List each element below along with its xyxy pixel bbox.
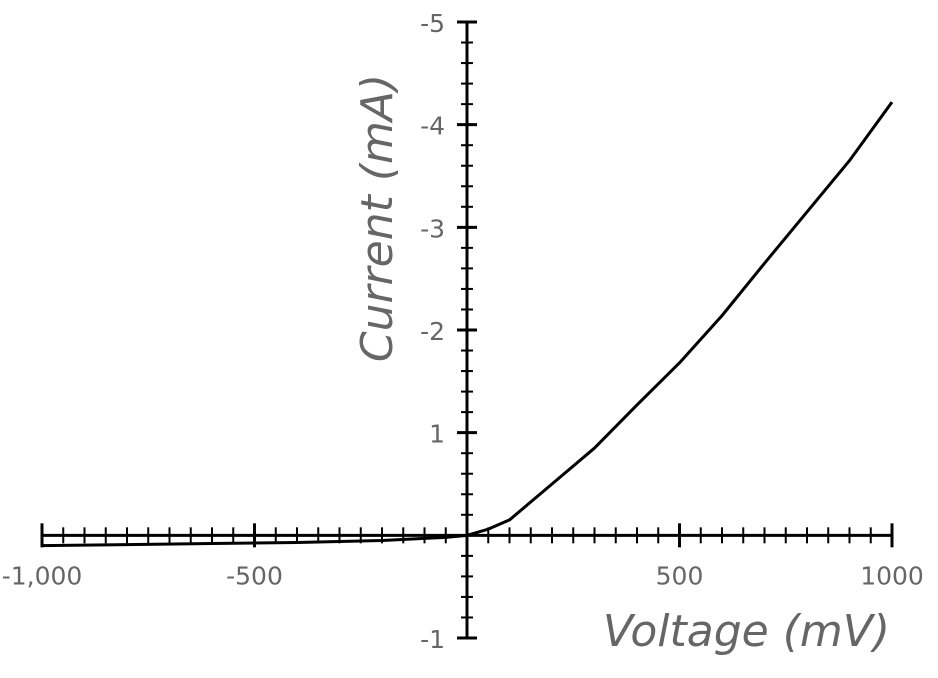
y-tick-label: 1 (429, 420, 445, 449)
line (41, 101, 894, 548)
y-tick-label: -5 (420, 9, 445, 38)
y-tick-label: -2 (420, 317, 445, 346)
x-tick-label: 1000 (860, 561, 924, 590)
y-tick-label: -3 (420, 214, 445, 243)
y-tick-label: -1 (420, 625, 445, 654)
x-tick-label: -500 (226, 561, 283, 590)
y-axis-title: Current (mA) (352, 74, 403, 362)
y-tick-label: -4 (420, 112, 445, 141)
x-tick-label: 500 (656, 561, 704, 590)
x-axis-title: Voltage (mV) (603, 606, 890, 657)
x-tick-label: -1,000 (2, 561, 83, 590)
